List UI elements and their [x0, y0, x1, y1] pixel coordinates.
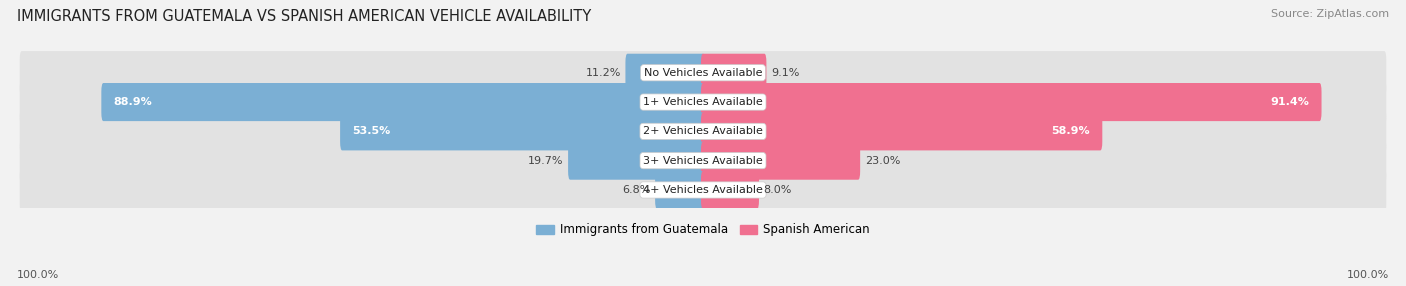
Text: 3+ Vehicles Available: 3+ Vehicles Available — [643, 156, 763, 166]
Text: 4+ Vehicles Available: 4+ Vehicles Available — [643, 185, 763, 195]
Text: 19.7%: 19.7% — [527, 156, 564, 166]
Text: 11.2%: 11.2% — [585, 68, 620, 78]
FancyBboxPatch shape — [20, 110, 1386, 154]
Text: 53.5%: 53.5% — [353, 126, 391, 136]
FancyBboxPatch shape — [101, 83, 704, 121]
FancyBboxPatch shape — [340, 112, 704, 150]
Text: IMMIGRANTS FROM GUATEMALA VS SPANISH AMERICAN VEHICLE AVAILABILITY: IMMIGRANTS FROM GUATEMALA VS SPANISH AME… — [17, 9, 591, 23]
Text: 1+ Vehicles Available: 1+ Vehicles Available — [643, 97, 763, 107]
Text: 6.8%: 6.8% — [621, 185, 651, 195]
Text: 23.0%: 23.0% — [865, 156, 900, 166]
Text: 9.1%: 9.1% — [770, 68, 800, 78]
FancyBboxPatch shape — [20, 168, 1386, 213]
FancyBboxPatch shape — [568, 142, 704, 180]
FancyBboxPatch shape — [702, 83, 1322, 121]
Text: 91.4%: 91.4% — [1271, 97, 1309, 107]
Legend: Immigrants from Guatemala, Spanish American: Immigrants from Guatemala, Spanish Ameri… — [531, 219, 875, 241]
FancyBboxPatch shape — [702, 112, 1102, 150]
FancyBboxPatch shape — [702, 54, 766, 92]
Text: Source: ZipAtlas.com: Source: ZipAtlas.com — [1271, 9, 1389, 19]
FancyBboxPatch shape — [20, 51, 1386, 96]
Text: 58.9%: 58.9% — [1052, 126, 1090, 136]
FancyBboxPatch shape — [20, 139, 1386, 184]
Text: 100.0%: 100.0% — [1347, 270, 1389, 280]
Text: 88.9%: 88.9% — [114, 97, 152, 107]
FancyBboxPatch shape — [20, 80, 1386, 125]
FancyBboxPatch shape — [626, 54, 704, 92]
FancyBboxPatch shape — [702, 171, 759, 209]
Text: No Vehicles Available: No Vehicles Available — [644, 68, 762, 78]
Text: 2+ Vehicles Available: 2+ Vehicles Available — [643, 126, 763, 136]
Text: 8.0%: 8.0% — [763, 185, 792, 195]
FancyBboxPatch shape — [702, 142, 860, 180]
Text: 100.0%: 100.0% — [17, 270, 59, 280]
FancyBboxPatch shape — [655, 171, 704, 209]
